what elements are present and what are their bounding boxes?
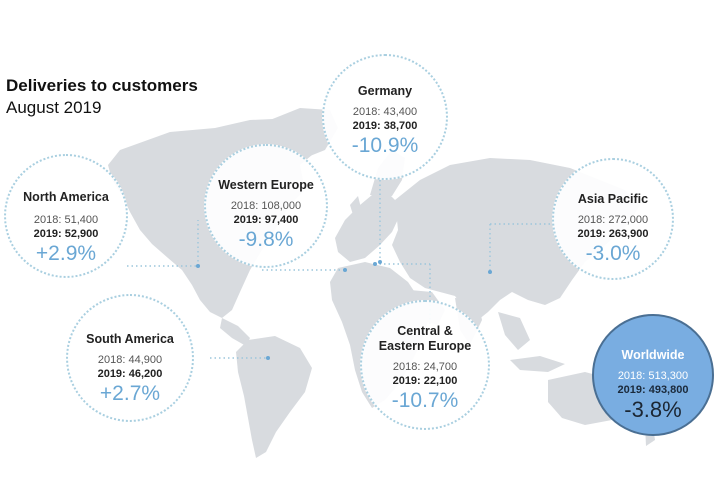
central-eastern-europe-2019: 2019: 22,100 <box>392 375 458 387</box>
central-eastern-europe-bubble: Central & Eastern Europe 2018: 24,700 20… <box>360 300 490 430</box>
europe-landmass <box>335 190 400 262</box>
north-america-bubble: North America 2018: 51,400 2019: 52,900 … <box>4 154 128 278</box>
western-europe-name: Western Europe <box>218 178 314 192</box>
central-america-landmass <box>220 318 250 346</box>
worldwide-change: -3.8% <box>624 397 682 422</box>
north-america-name: North America <box>23 190 109 204</box>
southeast-asia-landmass <box>498 312 530 350</box>
western-europe-2019: 2019: 97,400 <box>233 214 299 226</box>
page-title: Deliveries to customers <box>6 76 198 95</box>
germany-bubble: Germany 2018: 43,400 2019: 38,700 -10.9% <box>322 54 448 180</box>
south-america-landmass <box>236 336 312 458</box>
germany-2018: 2018: 43,400 <box>352 106 418 118</box>
north-america-2019: 2019: 52,900 <box>33 228 99 240</box>
south-america-name: South America <box>86 332 174 346</box>
germany-2019: 2019: 38,700 <box>352 120 418 132</box>
asia-pacific-2018: 2018: 272,000 <box>577 214 649 226</box>
germany-name: Germany <box>357 84 413 98</box>
worldwide-name: Worldwide <box>621 348 685 362</box>
south-america-2018: 2018: 44,900 <box>97 354 163 366</box>
location-markers <box>196 260 492 360</box>
asia-pacific-change: -3.0% <box>585 242 641 265</box>
asia-pacific-name: Asia Pacific <box>577 192 649 206</box>
south-america-change: +2.7% <box>99 382 161 405</box>
indonesia-landmass <box>510 356 565 372</box>
central-eastern-europe-name-line1: Central & <box>397 324 453 338</box>
worldwide-bubble: Worldwide 2018: 513,300 2019: 493,800 -3… <box>592 314 714 436</box>
south-america-bubble: South America 2018: 44,900 2019: 46,200 … <box>66 294 194 422</box>
central-eastern-europe-2018: 2018: 24,700 <box>392 361 458 373</box>
western-europe-bubble: Western Europe 2018: 108,000 2019: 97,40… <box>204 144 328 268</box>
uk-landmass <box>350 196 362 218</box>
western-europe-2018: 2018: 108,000 <box>230 200 302 212</box>
germany-change: -10.9% <box>351 134 419 157</box>
central-eastern-europe-name-line2: Eastern Europe <box>378 339 472 353</box>
western-europe-change: -9.8% <box>238 228 294 251</box>
asia-pacific-2019: 2019: 263,900 <box>577 228 649 240</box>
worldwide-2018: 2018: 513,300 <box>617 370 689 382</box>
asia-pacific-bubble: Asia Pacific 2018: 272,000 2019: 263,900… <box>552 158 674 280</box>
north-america-2018: 2018: 51,400 <box>33 214 99 226</box>
south-america-2019: 2019: 46,200 <box>97 368 163 380</box>
page-subtitle: August 2019 <box>6 98 102 117</box>
worldwide-2019: 2019: 493,800 <box>617 384 689 396</box>
north-america-change: +2.9% <box>35 242 97 265</box>
central-eastern-europe-change: -10.7% <box>391 389 459 412</box>
